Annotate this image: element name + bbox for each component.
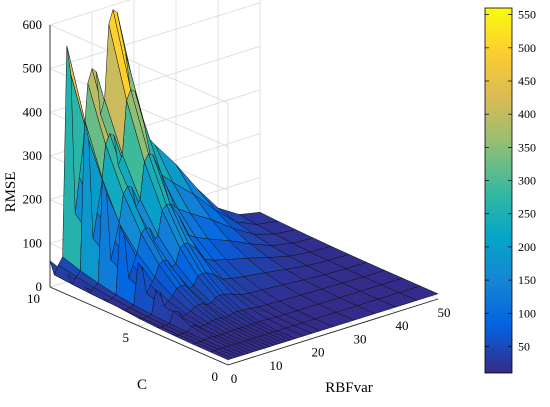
colorbar-tick-label: 100 [518, 306, 536, 320]
surface-mesh [49, 9, 439, 361]
x-tick-label: 10 [270, 358, 283, 373]
colorbar-tick-label: 200 [518, 240, 536, 254]
y-axis-label: C [137, 377, 147, 393]
x-tick-label: 40 [396, 318, 409, 333]
colorbar-tick-label: 50 [518, 339, 530, 353]
z-tick-label: 0 [36, 279, 43, 294]
x-axis-label: RBFvar [325, 380, 373, 396]
y-tick-label: 10 [27, 291, 40, 306]
grid-line [49, 2, 261, 70]
colorbar-tick-label: 250 [518, 207, 536, 221]
colorbar-tick-label: 350 [518, 140, 536, 154]
z-tick-label: 500 [23, 61, 43, 76]
colorbar-tick-label: 550 [518, 8, 536, 22]
x-tick-label: 50 [438, 305, 451, 320]
y-tick-label: 0 [212, 369, 219, 384]
z-tick-label: 600 [23, 17, 43, 32]
colorbar-ticks: 50 100 150 200 250 300 350 400 450 500 550 [485, 8, 536, 353]
axis-line [49, 286, 229, 366]
x-tick-label: 20 [312, 345, 325, 360]
grid-line [49, 45, 261, 113]
colorbar-tick-label: 400 [518, 107, 536, 121]
z-tick-label: 300 [23, 148, 43, 163]
surface-patch [398, 285, 439, 301]
z-tick-label: 200 [23, 192, 43, 207]
colorbar-tick-label: 300 [518, 174, 536, 188]
colorbar [484, 7, 513, 374]
x-tick-label: 30 [354, 331, 367, 346]
z-tick-label: 400 [23, 104, 43, 119]
grid-line [49, 0, 131, 26]
colorbar-tick-label: 150 [518, 273, 536, 287]
axis-line [227, 298, 439, 366]
x-tick-label: 0 [231, 371, 238, 386]
colorbar-tick-label: 450 [518, 74, 536, 88]
z-axis-label: RMSE [3, 172, 19, 213]
colorbar-tick-label: 500 [518, 41, 536, 55]
y-tick-label: 5 [123, 330, 130, 345]
z-tick-label: 100 [23, 235, 43, 250]
